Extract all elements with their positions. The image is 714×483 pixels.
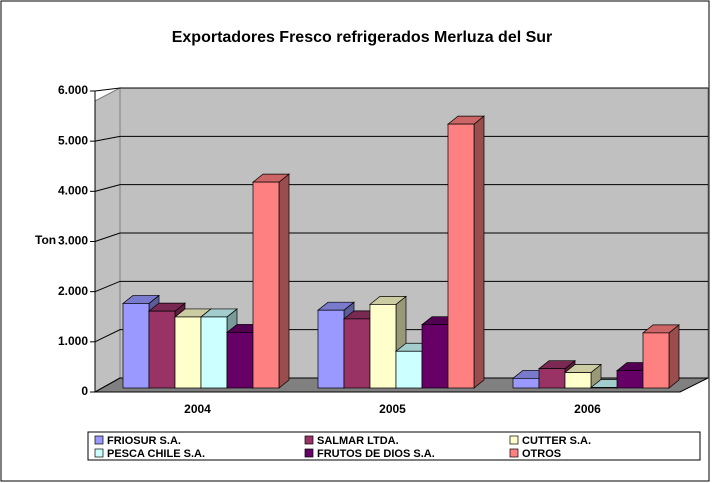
x-tick-label: 2004 [184, 402, 211, 416]
legend-label: SALMAR LTDA. [317, 435, 399, 447]
y-tick-label: 6.000 [58, 83, 88, 97]
bar-face [175, 317, 201, 388]
bar-face [513, 378, 539, 388]
legend-label: PESCA CHILE S.A. [107, 448, 205, 460]
bar-face [617, 371, 643, 388]
bar-face [201, 317, 227, 388]
y-tick-label: 3.000 [58, 234, 88, 248]
x-tick-label: 2006 [574, 402, 601, 416]
bar-face [253, 182, 279, 388]
bar-face [448, 124, 474, 388]
bar-face [370, 304, 396, 388]
bar-face [539, 369, 565, 388]
bar-face [422, 325, 448, 388]
chart: Exportadores Fresco refrigerados Merluza… [0, 0, 714, 483]
y-axis-title: Ton [35, 233, 56, 247]
chart-title: Exportadores Fresco refrigerados Merluza… [172, 29, 553, 46]
legend-label: CUTTER S.A. [522, 435, 591, 447]
bar [448, 116, 484, 388]
legend-label: OTROS [522, 448, 561, 460]
y-tick-label: 0 [81, 384, 88, 398]
legend-swatch [510, 436, 518, 444]
bar-face [474, 116, 484, 388]
legend-swatch [305, 449, 313, 457]
bar-face [565, 373, 591, 388]
bar-face [344, 319, 370, 388]
legend-label: FRIOSUR S.A. [107, 435, 181, 447]
x-tick-label: 2005 [379, 402, 406, 416]
legend-swatch [305, 436, 313, 444]
bar-face [643, 333, 669, 388]
legend-swatch [510, 449, 518, 457]
bar-face [318, 310, 344, 388]
legend-swatch [95, 449, 103, 457]
legend-label: FRUTOS DE DIOS S.A. [317, 448, 435, 460]
bar [643, 325, 679, 388]
y-tick-label: 1.000 [58, 334, 88, 348]
bar-face [279, 174, 289, 388]
bar-face [669, 325, 679, 388]
legend-swatch [95, 436, 103, 444]
y-tick-label: 2.000 [58, 284, 88, 298]
bar-face [396, 351, 422, 388]
bar [253, 174, 289, 388]
y-tick-label: 5.000 [58, 133, 88, 147]
bar-face [123, 303, 149, 388]
bar-face [149, 311, 175, 388]
y-tick-label: 4.000 [58, 184, 88, 198]
bar-face [227, 332, 253, 388]
